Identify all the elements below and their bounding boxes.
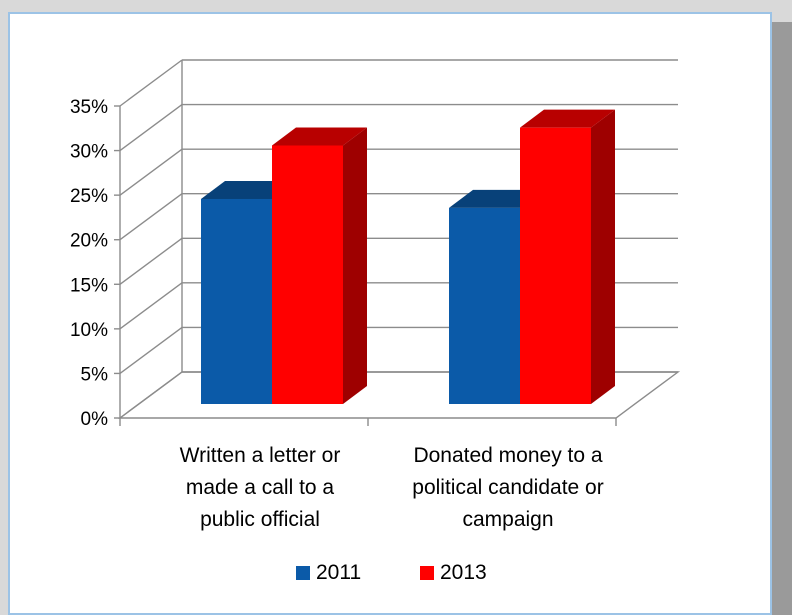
legend-swatch (420, 566, 434, 580)
y-tick-label: 35% (70, 97, 108, 118)
gridline-side (119, 326, 183, 374)
axis-layer (114, 60, 681, 426)
legend: 2011 2013 (296, 561, 487, 584)
y-tick-label: 30% (70, 142, 108, 163)
y-tick-label: 20% (70, 231, 108, 252)
legend-item-2011: 2011 (296, 561, 361, 584)
bar-front (449, 207, 520, 404)
bar-layer (201, 109, 615, 405)
legend-label: 2011 (316, 561, 361, 584)
category-label-line: Written a letter or (180, 444, 341, 467)
label-layer: 0% 5% 10% 15% 20% 25% 30% 35% Written a letter o… (70, 97, 604, 531)
gridline-side (119, 104, 183, 152)
legend-label: 2013 (440, 561, 487, 584)
category-label-line: campaign (462, 508, 553, 531)
bar-top (272, 127, 367, 146)
category-label-line: public official (200, 508, 320, 531)
bar-2013-1 (272, 127, 367, 404)
bar-side (591, 109, 615, 405)
bar-side (343, 127, 367, 404)
bar-front (272, 145, 343, 404)
bar-front (520, 127, 591, 405)
y-tick-label: 15% (70, 275, 108, 296)
y-tick-label: 0% (81, 409, 109, 430)
gridline-side (119, 193, 183, 241)
bar-top (520, 109, 615, 128)
category-label: Written a letter or made a call to a publi… (180, 444, 341, 531)
bar-2013-2 (520, 109, 615, 405)
y-tick-label: 10% (70, 320, 108, 341)
bar-front (201, 198, 272, 404)
gridline-side (119, 148, 183, 196)
category-label-line: Donated money to a (413, 444, 602, 467)
y-tick-label: 25% (70, 186, 108, 207)
floor (117, 371, 681, 419)
category-label-line: political candidate or (412, 476, 603, 499)
gridline-side (119, 237, 183, 285)
legend-item-2013: 2013 (420, 561, 487, 584)
gridline-side (119, 59, 183, 107)
category-label-line: made a call to a (186, 476, 335, 499)
y-tick-label: 5% (81, 364, 109, 385)
bar-chart: 0% 5% 10% 15% 20% 25% 30% 35% Written a letter o… (70, 59, 681, 584)
gridline-side (119, 282, 183, 330)
chart-area: 0% 5% 10% 15% 20% 25% 30% 35% Written a letter o… (8, 12, 772, 615)
category-label: Donated money to a political candidate or… (412, 444, 603, 531)
legend-swatch (296, 566, 310, 580)
